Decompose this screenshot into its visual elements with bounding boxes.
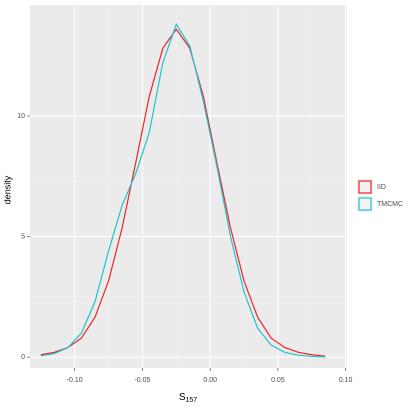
x-axis-label: S157 <box>179 392 197 404</box>
x-tick-label: 0.05 <box>271 377 285 384</box>
x-label-main: S <box>179 392 186 403</box>
density-line <box>40 28 326 357</box>
legend-label: IID <box>377 184 386 191</box>
legend-key-bg <box>357 179 373 195</box>
panel <box>30 5 347 368</box>
legend-key <box>358 180 372 194</box>
y-tick-label: 10 <box>17 113 25 120</box>
y-tick-label: 0 <box>21 354 25 361</box>
x-tick-label: -0.05 <box>134 377 150 384</box>
x-tick-label: 0.10 <box>339 377 353 384</box>
legend-label: TMCMC <box>377 201 403 208</box>
density-line <box>40 22 326 358</box>
legend-key <box>358 197 372 211</box>
y-tick-label: 5 <box>21 233 25 240</box>
x-label-subscript: 157 <box>185 397 197 404</box>
y-axis-label: density <box>2 175 12 204</box>
x-tick-label: -0.10 <box>67 377 83 384</box>
x-tick-label: 0.00 <box>203 377 217 384</box>
legend-key-bg <box>357 196 373 212</box>
